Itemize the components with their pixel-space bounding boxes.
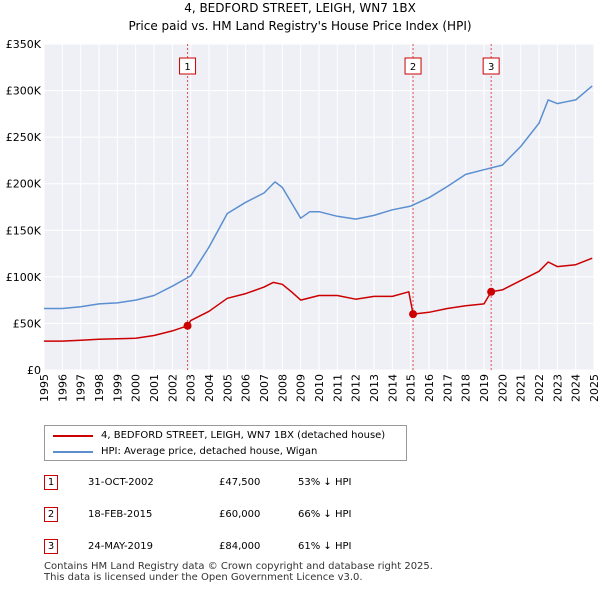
transaction-label: 1 xyxy=(184,62,190,73)
transaction-markers: 1 2 3 xyxy=(179,44,500,370)
y-tick-label: £300K xyxy=(6,85,42,98)
x-tick-label: 1997 xyxy=(75,374,88,402)
x-tick-label: 2002 xyxy=(166,374,179,402)
x-tick-label: 2004 xyxy=(203,374,216,402)
x-tick-label: 2000 xyxy=(130,374,143,402)
transaction-date: 24-MAY-2019 xyxy=(88,541,154,552)
x-tick-label: 2020 xyxy=(496,374,509,402)
x-tick-label: 2006 xyxy=(240,374,253,402)
x-tick-label: 2025 xyxy=(588,374,600,402)
y-tick-label: £200K xyxy=(6,178,42,191)
x-tick-label: 2021 xyxy=(515,374,528,402)
x-tick-label: 2011 xyxy=(331,374,344,402)
x-tick-label: 2018 xyxy=(460,374,473,402)
chart-subtitle: Price paid vs. HM Land Registry's House … xyxy=(128,19,471,33)
transaction-badge: 1 xyxy=(44,475,58,490)
series xyxy=(44,85,593,342)
x-tick-label: 2001 xyxy=(148,374,161,402)
footer-license: This data is licensed under the Open Gov… xyxy=(44,572,363,583)
transaction-badge: 2 xyxy=(44,507,58,522)
transaction-label-box xyxy=(179,57,197,75)
transaction-hpi: 61% ↓ HPI xyxy=(298,541,352,552)
transaction-badge: 3 xyxy=(44,539,58,554)
x-tick-label: 2014 xyxy=(386,374,399,402)
legend-swatch-hpi xyxy=(53,451,93,453)
property-price-line xyxy=(44,257,593,342)
transaction-date: 18-FEB-2015 xyxy=(88,509,153,520)
x-tick-label: 2019 xyxy=(478,374,491,402)
y-tick-label: £50K xyxy=(13,317,42,330)
transaction-point xyxy=(487,287,496,296)
x-tick-label: 2015 xyxy=(405,374,418,402)
y-tick-label: £350K xyxy=(6,38,42,51)
transaction-points xyxy=(183,287,496,330)
transaction-point xyxy=(409,310,418,319)
grid xyxy=(43,43,595,371)
legend-label-hpi: HPI: Average price, detached house, Wiga… xyxy=(101,446,318,457)
transaction-label: 2 xyxy=(410,62,416,73)
hpi-line xyxy=(44,85,593,310)
legend-label-property: 4, BEDFORD STREET, LEIGH, WN7 1BX (detac… xyxy=(101,430,386,441)
footer-copyright: Contains HM Land Registry data © Crown c… xyxy=(44,561,433,572)
transaction-label: 3 xyxy=(488,62,494,73)
x-tick-label: 1995 xyxy=(38,374,51,402)
y-tick-label: £100K xyxy=(6,271,42,284)
transaction-label-box xyxy=(482,57,500,75)
x-tick-label: 2012 xyxy=(350,374,363,402)
transaction-label-box xyxy=(404,57,422,75)
x-axis-ticks: 1995 1996 1997 1998 1999 2000 2001 2002 2003 2004… xyxy=(38,374,600,402)
transaction-hpi: 66% ↓ HPI xyxy=(298,509,352,520)
transaction-hpi: 53% ↓ HPI xyxy=(298,477,352,488)
transaction-price: £60,000 xyxy=(219,509,261,520)
transaction-date: 31-OCT-2002 xyxy=(88,477,154,488)
x-tick-label: 2013 xyxy=(368,374,381,402)
x-tick-label: 1998 xyxy=(93,374,106,402)
footer: Contains HM Land Registry data © Crown c… xyxy=(44,561,433,583)
transaction-price: £84,000 xyxy=(219,541,261,552)
legend: 4, BEDFORD STREET, LEIGH, WN7 1BX (detac… xyxy=(44,425,407,461)
x-tick-label: 2016 xyxy=(423,374,436,402)
transaction-price: £47,500 xyxy=(219,477,261,488)
chart-title: 4, BEDFORD STREET, LEIGH, WN7 1BX xyxy=(184,1,416,15)
x-tick-label: 2017 xyxy=(441,374,454,402)
legend-swatch-property xyxy=(53,435,93,437)
y-tick-label: £0 xyxy=(27,364,41,377)
y-tick-label: £150K xyxy=(6,224,42,237)
x-tick-label: 2024 xyxy=(570,374,583,402)
y-axis-ticks: £0 £50K £100K £150K £200K £250K £300K £350K xyxy=(6,38,42,377)
x-tick-label: 2008 xyxy=(276,374,289,402)
x-tick-label: 2003 xyxy=(185,374,198,402)
x-tick-label: 2005 xyxy=(221,374,234,402)
price-chart: 4, BEDFORD STREET, LEIGH, WN7 1BX Price … xyxy=(6,1,600,402)
transaction-point xyxy=(183,321,192,330)
x-tick-label: 2009 xyxy=(295,374,308,402)
x-tick-label: 1996 xyxy=(56,374,69,402)
y-tick-label: £250K xyxy=(6,131,42,144)
x-tick-label: 2023 xyxy=(551,374,564,402)
x-tick-label: 2007 xyxy=(258,374,271,402)
x-tick-label: 2010 xyxy=(313,374,326,402)
x-tick-label: 1999 xyxy=(111,374,124,402)
x-tick-label: 2022 xyxy=(533,374,546,402)
